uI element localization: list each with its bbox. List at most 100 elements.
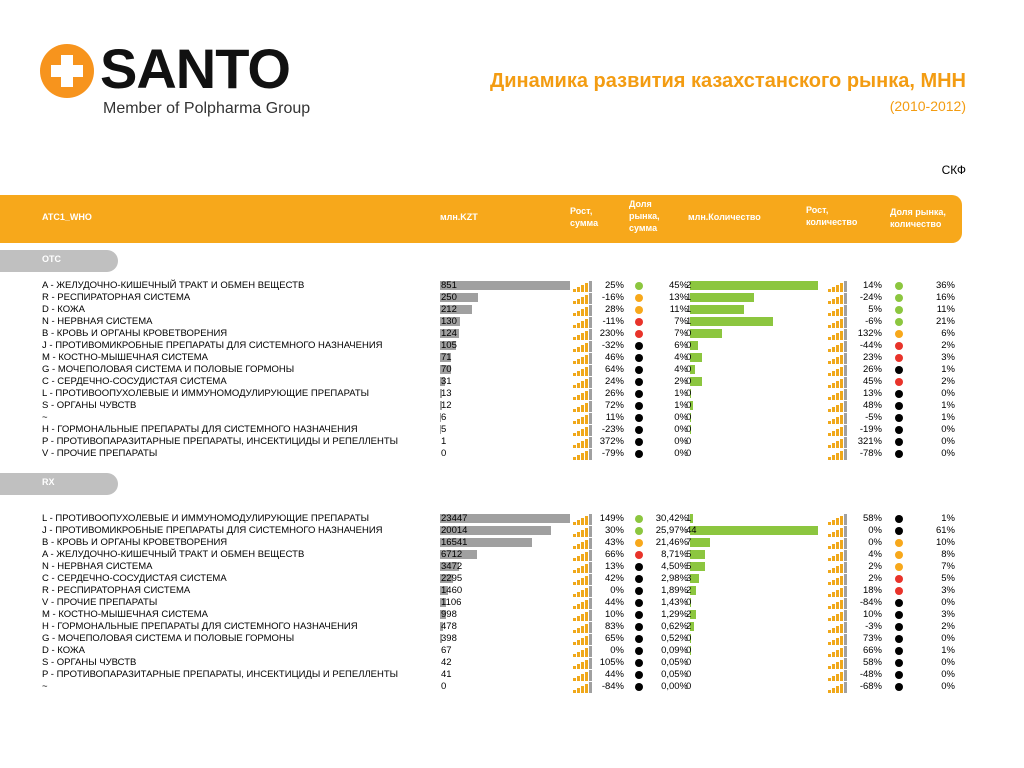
atc-label: R - РЕСПИРАТОРНАЯ СИСТЕМА <box>42 292 191 303</box>
qty-bar <box>690 425 691 434</box>
qty-bar <box>690 353 702 362</box>
share-qty-value: 3% <box>941 585 955 596</box>
growth-sum-value: -84% <box>601 681 624 692</box>
qty-value: 0 <box>686 376 692 387</box>
qty-bar <box>690 598 691 607</box>
atc-label: D - КОЖА <box>42 304 86 315</box>
growth-qty-value: 26% <box>862 364 882 375</box>
status-dot-sum <box>635 426 643 434</box>
table-row: V - ПРОЧИЕ ПРЕПАРАТЫ 1106 44% 1,43% 0 -84% 0% <box>0 597 1024 609</box>
kzt-bar <box>440 622 443 631</box>
share-sum-value: 6% <box>674 340 688 351</box>
kzt-value: 398 <box>441 633 457 644</box>
kzt-value: 6 <box>441 412 447 423</box>
section-tab-otc[interactable]: OTC <box>0 250 118 272</box>
atc-label: H - ГОРМОНАЛЬНЫЕ ПРЕПАРАТЫ ДЛЯ СИСТЕМНОГ… <box>42 424 358 435</box>
status-dot-sum <box>635 414 643 422</box>
share-qty-value: 6% <box>941 328 955 339</box>
table-row: B - КРОВЬ И ОРГАНЫ КРОВЕТВОРЕНИЯ 16541 43%… <box>0 537 1024 549</box>
growth-sum-icon <box>573 525 593 537</box>
kzt-bar <box>440 526 551 535</box>
status-dot-qty <box>895 599 903 607</box>
qty-value: 0 <box>686 328 692 339</box>
atc-label: C - СЕРДЕЧНО-СОСУДИСТАЯ СИСТЕМА <box>42 376 227 387</box>
growth-qty-value: -44% <box>859 340 882 351</box>
share-qty-value: 10% <box>935 537 955 548</box>
qty-value: 1 <box>686 292 692 303</box>
share-qty-value: 1% <box>941 400 955 411</box>
kzt-value: 41 <box>441 669 452 680</box>
growth-sum-value: 0% <box>610 585 624 596</box>
growth-sum-icon <box>573 280 593 292</box>
qty-bar <box>690 526 818 535</box>
growth-qty-value: 48% <box>862 400 882 411</box>
growth-sum-value: 72% <box>604 400 624 411</box>
kzt-bar <box>440 586 448 595</box>
growth-qty-value: 4% <box>868 549 882 560</box>
status-dot-sum <box>635 354 643 362</box>
status-dot-qty <box>895 402 903 410</box>
growth-qty-value: 10% <box>862 609 882 620</box>
kzt-bar <box>440 413 441 422</box>
status-dot-sum <box>635 342 643 350</box>
qty-value: 0 <box>686 340 692 351</box>
growth-qty-icon <box>828 525 848 537</box>
status-dot-qty <box>895 539 903 547</box>
growth-sum-value: 46% <box>604 352 624 363</box>
qty-value: 44 <box>686 525 697 536</box>
growth-sum-value: 0% <box>610 645 624 656</box>
table-row: G - МОЧЕПОЛОВАЯ СИСТЕМА И ПОЛОВЫЕ ГОРМОН… <box>0 364 1024 376</box>
atc-label: A - ЖЕЛУДОЧНО-КИШЕЧНЫЙ ТРАКТ И ОБМЕН ВЕЩ… <box>42 549 305 560</box>
section-tab-rx[interactable]: RX <box>0 473 118 495</box>
status-dot-sum <box>635 306 643 314</box>
qty-value: 5 <box>686 549 692 560</box>
atc-label: J - ПРОТИВОМИКРОБНЫЕ ПРЕПАРАТЫ ДЛЯ СИСТЕ… <box>42 525 383 536</box>
table-row: H - ГОРМОНАЛЬНЫЕ ПРЕПАРАТЫ ДЛЯ СИСТЕМНОГ… <box>0 424 1024 436</box>
atc-label: V - ПРОЧИЕ ПРЕПАРАТЫ <box>42 448 158 459</box>
header-share-sum-line2: рынка, <box>629 211 660 221</box>
kzt-value: 31 <box>441 376 452 387</box>
share-sum-value: 1% <box>674 388 688 399</box>
growth-qty-icon <box>828 304 848 316</box>
kzt-bar <box>440 377 445 386</box>
table-row: N - НЕРВНАЯ СИСТЕМА 3472 13% 4,50% 5 2% 7% <box>0 561 1024 573</box>
status-dot-sum <box>635 318 643 326</box>
growth-sum-value: 24% <box>604 376 624 387</box>
growth-sum-icon <box>573 292 593 304</box>
atc-label: P - ПРОТИВОПАРАЗИТАРНЫЕ ПРЕПАРАТЫ, ИНСЕК… <box>42 436 399 447</box>
status-dot-qty <box>895 575 903 583</box>
growth-qty-icon <box>828 316 848 328</box>
share-sum-value: 2% <box>674 376 688 387</box>
kzt-value: 1460 <box>441 585 463 596</box>
growth-qty-icon <box>828 328 848 340</box>
kzt-value: 998 <box>441 609 457 620</box>
qty-value: 0 <box>686 352 692 363</box>
qty-value: 0 <box>686 597 692 608</box>
growth-qty-icon <box>828 436 848 448</box>
qty-value: 0 <box>686 412 692 423</box>
qty-value: 0 <box>686 681 692 692</box>
header-share-qty-line1: Доля рынка, <box>890 207 946 217</box>
kzt-value: 1106 <box>441 597 462 608</box>
kzt-value: 250 <box>441 292 457 303</box>
growth-sum-value: 149% <box>599 513 624 524</box>
share-qty-value: 1% <box>941 645 955 656</box>
qty-bar <box>690 281 818 290</box>
qty-bar <box>690 377 702 386</box>
growth-qty-icon <box>828 412 848 424</box>
table-row: V - ПРОЧИЕ ПРЕПАРАТЫ 0 -79% 0% 0 -78% 0% <box>0 448 1024 460</box>
table-row: A - ЖЕЛУДОЧНО-КИШЕЧНЫЙ ТРАКТ И ОБМЕН ВЕЩ… <box>0 280 1024 292</box>
growth-sum-value: 26% <box>604 388 624 399</box>
growth-qty-value: -78% <box>859 448 882 459</box>
qty-bar <box>690 610 696 619</box>
atc-label: G - МОЧЕПОЛОВАЯ СИСТЕМА И ПОЛОВЫЕ ГОРМОН… <box>42 633 295 644</box>
growth-qty-value: 2% <box>868 561 882 572</box>
growth-qty-value: 18% <box>862 585 882 596</box>
share-sum-value: 0% <box>674 412 688 423</box>
growth-qty-icon <box>828 621 848 633</box>
growth-sum-icon <box>573 364 593 376</box>
atc-label: V - ПРОЧИЕ ПРЕПАРАТЫ <box>42 597 158 608</box>
qty-value: 1 <box>686 513 692 524</box>
qty-value: 0 <box>686 388 692 399</box>
status-dot-sum <box>635 539 643 547</box>
